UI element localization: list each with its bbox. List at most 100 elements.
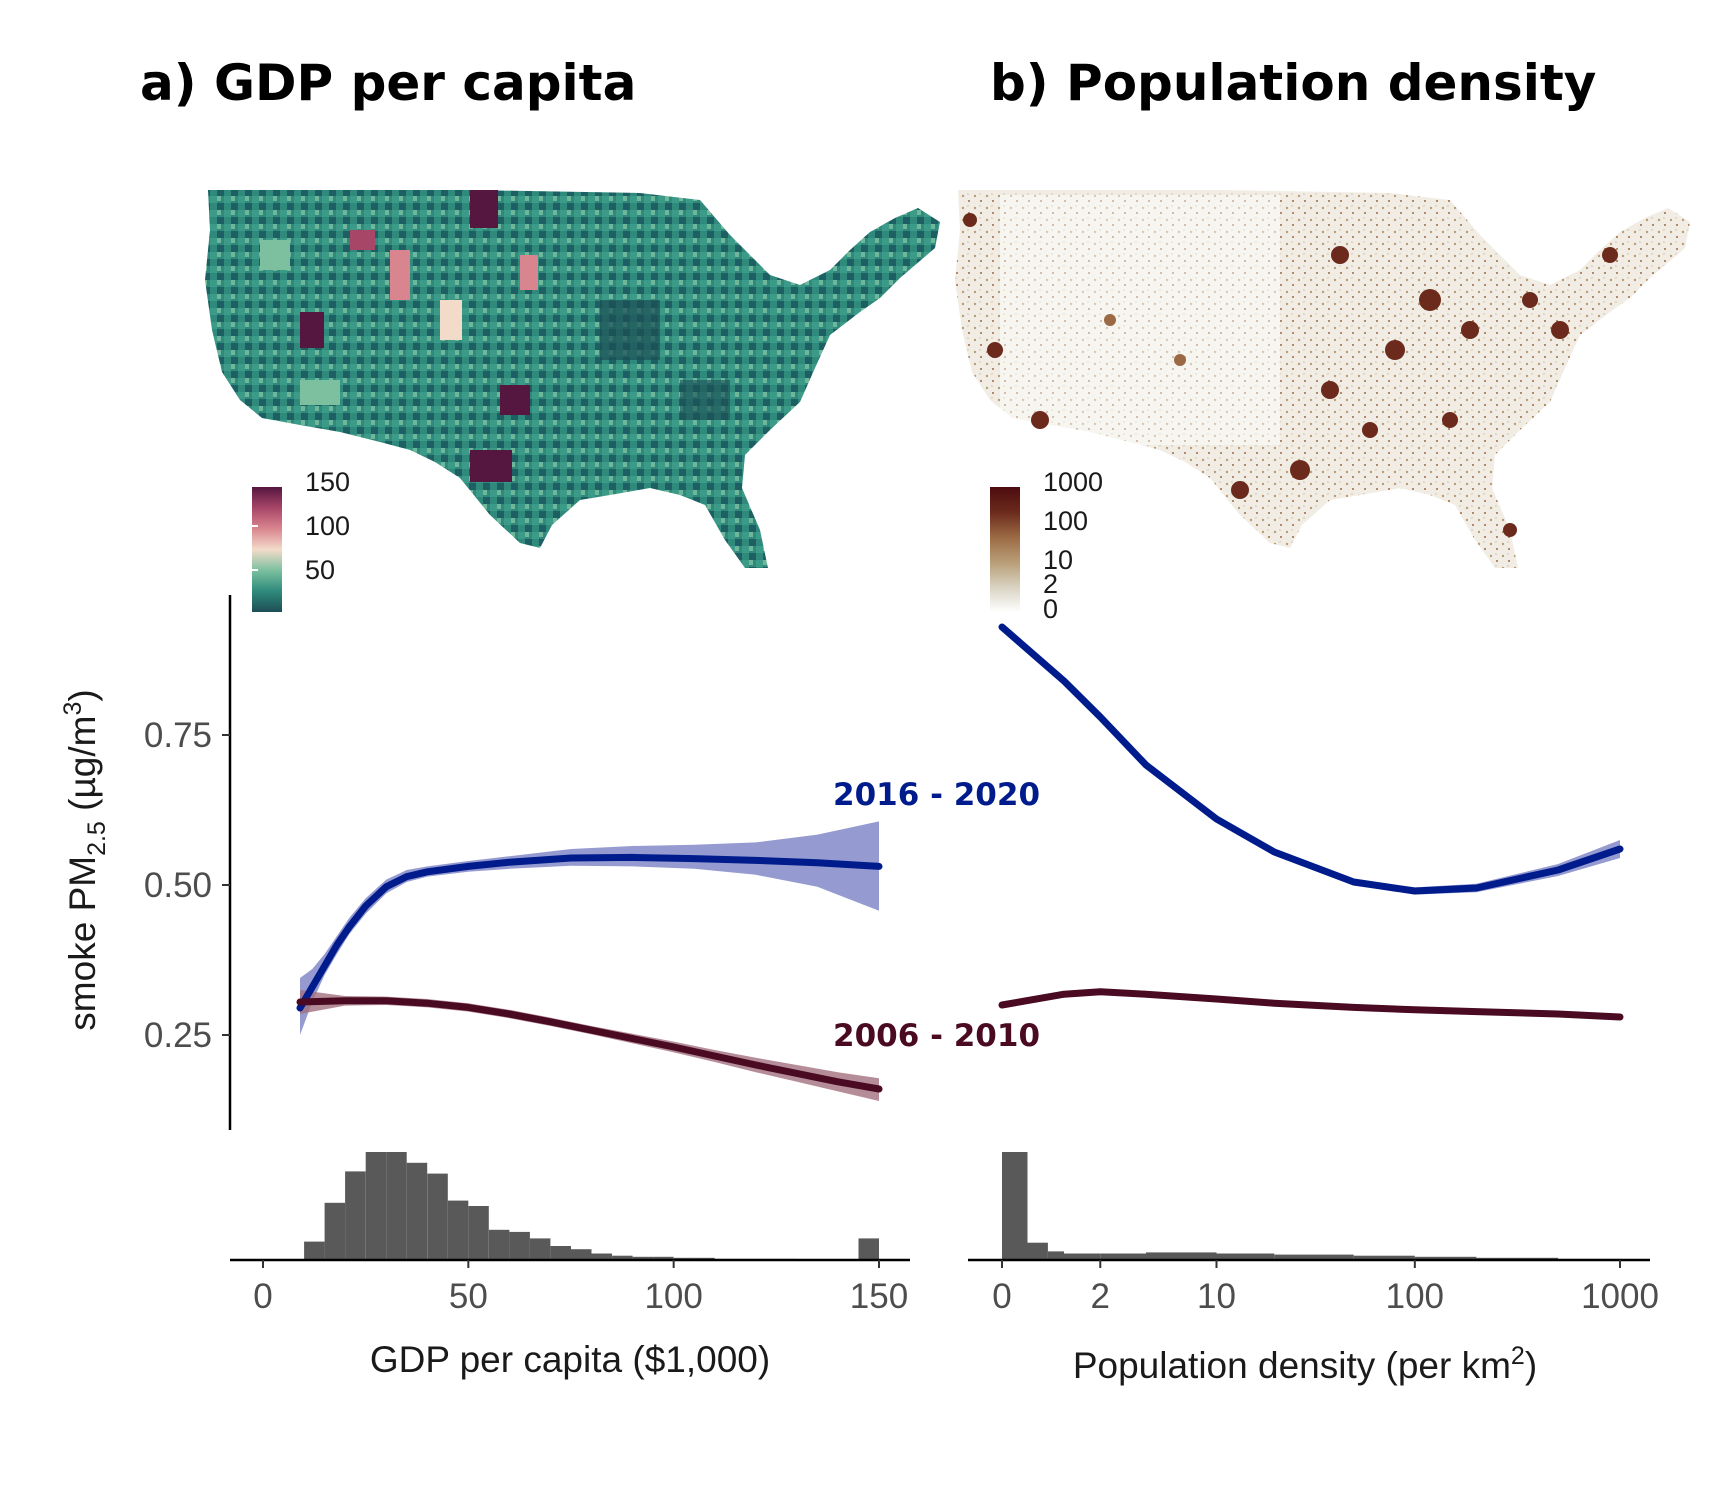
gdp-patch [680,380,730,420]
city-dot [1104,314,1116,326]
gdp-patch [350,230,375,250]
gdp-legend-ticks: 150 100 50 [252,467,350,585]
x-tick-label: 10 [1197,1277,1236,1316]
confidence-band [300,821,879,1035]
x-axis-title-population: Population density (per km2) [1073,1342,1537,1386]
histogram-bar [1216,1253,1275,1260]
histogram-bar [529,1238,551,1260]
histogram-bar [632,1256,654,1260]
x-tick-label: 100 [644,1277,702,1316]
pop-colorbar [990,487,1020,612]
histogram-bar [304,1241,325,1260]
histogram-bar [1100,1253,1146,1260]
city-dot [1385,340,1405,360]
x-tick-label: 0 [992,1277,1011,1316]
histogram-bar [386,1152,407,1260]
gdp-patch [500,385,530,415]
city-dot [1290,460,1310,480]
city-dot [1331,246,1349,264]
series-line [998,988,1624,1021]
histogram-bar [324,1202,346,1260]
us-outline-gdp [205,190,940,568]
series-line [998,623,1624,895]
chart-population: 0 2 10 100 1000 [968,623,1659,1316]
x-tick-label: 1000 [1581,1277,1659,1316]
histogram-bar [406,1162,428,1260]
city-dot [1321,381,1339,399]
histogram-bar [488,1229,510,1260]
histogram-bar [653,1256,674,1260]
city-dot [1503,523,1517,537]
gdp-patch [300,312,324,348]
gdp-patch [470,450,512,482]
city-dot [1442,412,1458,428]
legend-tick-label: 2 [1043,569,1058,599]
y-tick-label: 0.75 [144,716,212,755]
histogram-bar [1414,1256,1477,1260]
x-tick-label: 0 [253,1277,272,1316]
period-label-early: 2006 - 2010 [833,1018,1040,1054]
legend-tick-label: 50 [305,555,335,585]
histogram-bar [550,1246,571,1260]
city-dot [963,213,977,227]
panel-b-title: b) Population density [990,54,1596,112]
period-label-recent: 2016 - 2020 [833,777,1040,813]
gdp-patch [260,240,290,270]
x-tick-label: 150 [850,1277,908,1316]
x-tick-label: 100 [1386,1277,1444,1316]
histogram-bar [1274,1254,1354,1260]
city-dot [1231,481,1249,499]
series-line [296,997,883,1093]
gdp-patch [520,255,538,290]
histogram-bar [858,1238,879,1260]
histogram-bar [427,1173,448,1260]
city-dot [1522,292,1538,308]
confidence-band [1002,624,1620,895]
legend-tick-label: 10 [1043,545,1073,575]
confidence-band [300,990,879,1101]
y-tick-label: 0.50 [144,866,212,905]
histogram-bar [1064,1253,1101,1260]
gdp-patch [440,300,462,340]
series-line [296,853,883,1012]
histogram-bar [365,1152,387,1260]
city-dot [1602,247,1618,263]
legend-tick-label: 100 [305,511,350,541]
gdp-patch [470,190,498,228]
histogram-bar [1027,1242,1048,1260]
y-axis-title: smoke PM2.5 (µg/m3) [59,689,111,1030]
y-tick-label: 0.25 [144,1016,212,1055]
legend-tick-label: 0 [1043,594,1058,624]
legend-tick-label: 150 [305,467,350,497]
legend-tick-label: 100 [1043,506,1088,536]
panel-a-title: a) GDP per capita [140,54,636,112]
city-dot [1419,289,1441,311]
histogram-bar [345,1171,366,1260]
population-map [955,190,1690,568]
histogram-bar [1047,1251,1064,1260]
histogram-bar [468,1206,489,1260]
gdp-colorbar [252,487,282,612]
histogram-bar [509,1231,530,1260]
chart-gdp: 0.25 0.50 0.75 0 50 100 150 [144,595,910,1316]
gdp-patch [600,300,660,360]
histogram-bar [1002,1152,1028,1260]
x-tick-label: 50 [449,1277,488,1316]
us-outline-pop [955,190,1690,568]
x-axis-title-gdp: GDP per capita ($1,000) [370,1339,770,1380]
city-dot [987,342,1003,358]
city-dot [1461,321,1479,339]
histogram-bar [1146,1252,1217,1260]
histogram-bar [447,1200,469,1260]
city-dot [1362,422,1378,438]
x-tick-label: 2 [1091,1277,1110,1316]
city-dot [1551,321,1569,339]
histogram-bar [591,1253,612,1260]
gdp-patch [300,380,340,405]
gdp-patch [390,250,410,300]
city-dot [1174,354,1186,366]
city-dot [1031,411,1049,429]
histogram-bar [571,1249,592,1260]
